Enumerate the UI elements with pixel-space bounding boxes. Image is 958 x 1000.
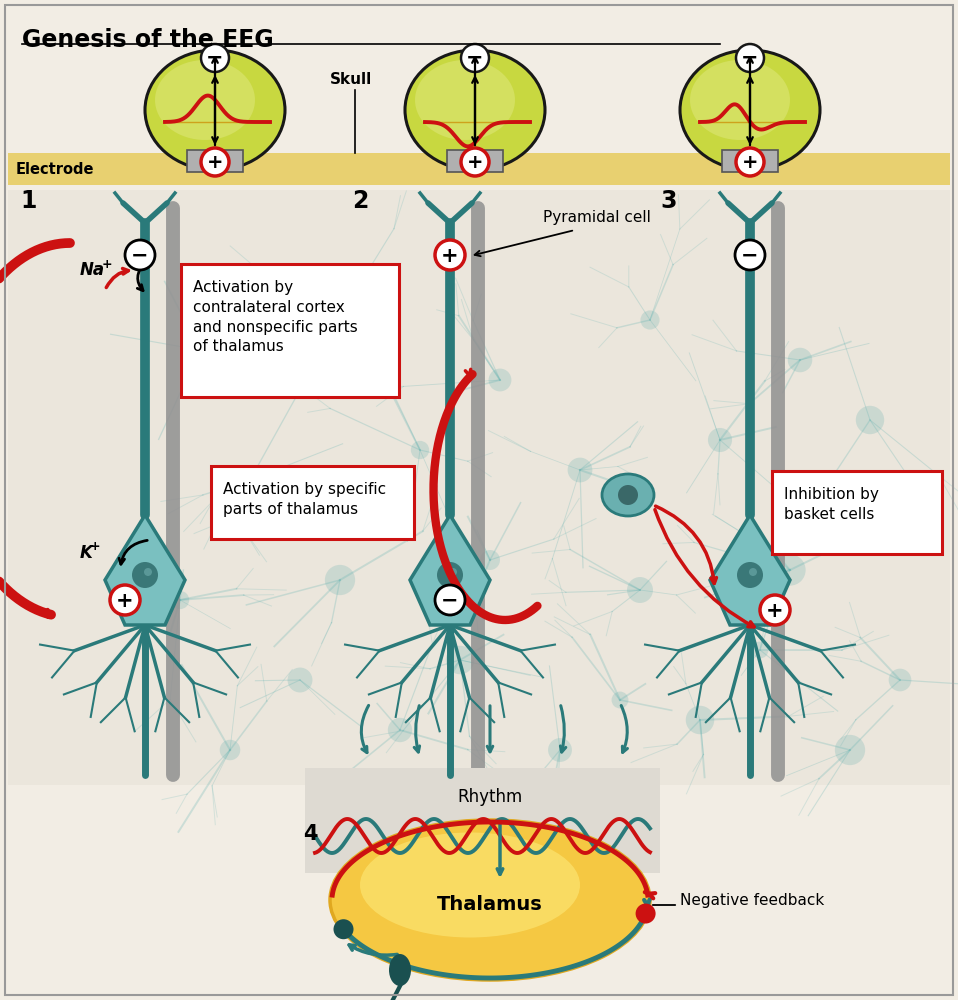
Polygon shape <box>710 515 790 625</box>
Text: Electrode: Electrode <box>16 161 95 176</box>
Circle shape <box>611 692 628 708</box>
Polygon shape <box>105 515 185 625</box>
Circle shape <box>132 562 158 588</box>
Circle shape <box>855 406 884 434</box>
Circle shape <box>461 44 489 72</box>
Circle shape <box>445 646 474 674</box>
Circle shape <box>388 718 412 742</box>
Text: +: + <box>116 591 134 611</box>
Circle shape <box>736 44 764 72</box>
Text: −: − <box>206 48 224 68</box>
Ellipse shape <box>405 50 545 170</box>
Circle shape <box>736 148 764 176</box>
Circle shape <box>708 428 732 452</box>
Text: −: − <box>467 48 484 68</box>
Ellipse shape <box>389 954 411 986</box>
Circle shape <box>774 554 806 586</box>
Text: −: − <box>131 246 148 266</box>
Circle shape <box>735 240 765 270</box>
Text: Skull: Skull <box>330 73 373 88</box>
FancyBboxPatch shape <box>305 768 660 873</box>
Circle shape <box>201 44 229 72</box>
Circle shape <box>686 706 715 734</box>
Text: Negative feedback: Negative feedback <box>680 892 824 908</box>
Text: Genesis of the EEG: Genesis of the EEG <box>22 28 274 52</box>
Circle shape <box>242 472 258 488</box>
Text: Activation by
contralateral cortex
and nonspecific parts
of thalamus: Activation by contralateral cortex and n… <box>193 280 357 354</box>
Text: +: + <box>741 152 758 172</box>
Circle shape <box>219 740 240 760</box>
Text: 4: 4 <box>303 824 317 844</box>
Ellipse shape <box>360 832 580 938</box>
FancyBboxPatch shape <box>8 153 950 185</box>
Text: Activation by specific
parts of thalamus: Activation by specific parts of thalamus <box>223 482 386 517</box>
Circle shape <box>568 458 592 482</box>
Circle shape <box>171 591 189 609</box>
Text: 1: 1 <box>20 189 36 213</box>
Ellipse shape <box>415 60 515 140</box>
Circle shape <box>449 568 457 576</box>
Circle shape <box>125 240 155 270</box>
Circle shape <box>752 642 768 658</box>
FancyBboxPatch shape <box>447 150 503 172</box>
Circle shape <box>480 550 500 570</box>
Circle shape <box>325 565 355 595</box>
Text: 2: 2 <box>352 189 369 213</box>
Polygon shape <box>410 515 490 625</box>
Text: +: + <box>766 601 784 621</box>
Text: +: + <box>442 246 459 266</box>
Ellipse shape <box>602 474 654 516</box>
Circle shape <box>110 585 140 615</box>
Text: Na: Na <box>80 261 105 279</box>
Circle shape <box>411 441 429 459</box>
Circle shape <box>435 240 465 270</box>
Text: Pyramidal cell: Pyramidal cell <box>543 210 650 225</box>
Text: +: + <box>90 540 101 553</box>
Circle shape <box>635 904 655 924</box>
Circle shape <box>287 668 312 692</box>
Ellipse shape <box>155 60 255 140</box>
Circle shape <box>889 669 911 691</box>
Text: Thalamus: Thalamus <box>437 896 543 914</box>
Circle shape <box>640 310 659 330</box>
Ellipse shape <box>690 60 790 140</box>
Circle shape <box>461 148 489 176</box>
Ellipse shape <box>680 50 820 170</box>
Ellipse shape <box>145 50 285 170</box>
Circle shape <box>627 577 653 603</box>
Circle shape <box>144 568 152 576</box>
Circle shape <box>489 369 512 391</box>
Text: Inhibition by
basket cells: Inhibition by basket cells <box>784 487 878 522</box>
Circle shape <box>335 285 365 315</box>
Circle shape <box>834 735 865 765</box>
Ellipse shape <box>330 820 650 980</box>
Text: −: − <box>741 48 759 68</box>
Text: Rhythm: Rhythm <box>457 788 523 806</box>
Text: +: + <box>467 152 483 172</box>
Text: +: + <box>207 152 223 172</box>
Circle shape <box>737 562 763 588</box>
FancyBboxPatch shape <box>187 150 243 172</box>
FancyBboxPatch shape <box>722 150 778 172</box>
Circle shape <box>333 919 354 939</box>
Text: K: K <box>80 544 93 562</box>
FancyBboxPatch shape <box>772 471 942 554</box>
Text: −: − <box>442 591 459 611</box>
Circle shape <box>437 562 463 588</box>
Circle shape <box>192 341 209 359</box>
Text: −: − <box>741 246 759 266</box>
Text: +: + <box>102 258 113 271</box>
Circle shape <box>548 738 572 762</box>
FancyBboxPatch shape <box>211 466 414 539</box>
Circle shape <box>201 148 229 176</box>
Circle shape <box>749 568 757 576</box>
Circle shape <box>435 585 465 615</box>
Circle shape <box>760 595 790 625</box>
Circle shape <box>618 485 638 505</box>
FancyBboxPatch shape <box>8 190 950 785</box>
Circle shape <box>787 348 812 372</box>
Text: 3: 3 <box>660 189 676 213</box>
FancyBboxPatch shape <box>181 264 399 397</box>
